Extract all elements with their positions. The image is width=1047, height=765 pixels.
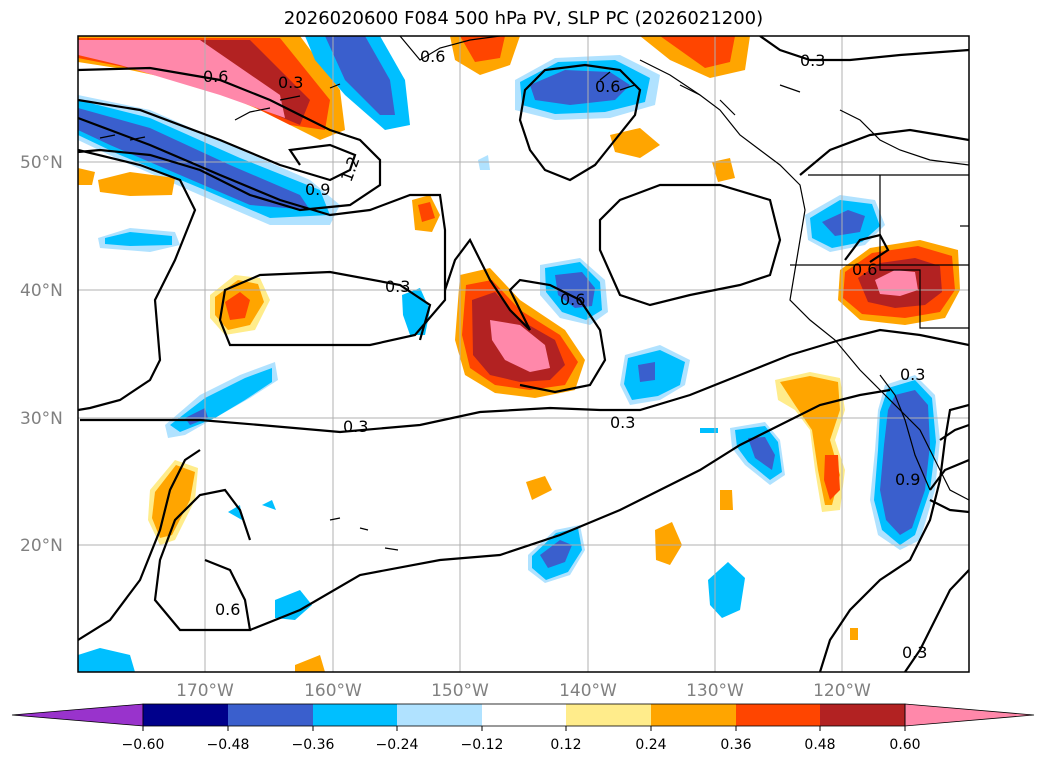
colorbar-tick-label: 0.12: [550, 737, 581, 753]
contour-label: 0.6: [203, 67, 228, 86]
colorbar-segment: [820, 704, 905, 726]
lon-label: 140°W: [559, 681, 617, 701]
colorbar-tick-label: 0.24: [635, 737, 666, 753]
contour-label: 0.6: [595, 77, 620, 96]
contour-label: 0.3: [278, 73, 303, 92]
contour-label: 0.3: [343, 417, 368, 436]
lon-label: 130°W: [686, 681, 744, 701]
colorbar-tick-label: −0.36: [292, 737, 335, 753]
lat-label: 20°N: [20, 536, 63, 556]
colorbar-tick-label: −0.12: [461, 737, 504, 753]
contour-labels: 0.6 0.3 1.2 0.9 0.6 0.6 0.3 0.6 0.3 0.3 …: [203, 47, 927, 662]
colorbar: −0.60 −0.48 −0.36 −0.24 −0.12 0.12 0.24 …: [11, 703, 1035, 753]
contour-label: 0.3: [900, 365, 925, 384]
colorbar-segment: [566, 704, 651, 726]
lat-label: 40°N: [20, 281, 63, 301]
colorbar-tick-label: 0.48: [804, 737, 835, 753]
colorbar-tick-label: 0.36: [720, 737, 751, 753]
colorbar-extend-high: [904, 703, 1035, 727]
colorbar-segment: [482, 704, 566, 726]
colorbar-segment: [397, 704, 482, 726]
pv-fills: [78, 36, 960, 672]
colorbar-tick-label: 0.60: [889, 737, 920, 753]
colorbar-extend-low: [11, 703, 144, 727]
contour-label: 0.9: [895, 470, 920, 489]
slp-contours: [78, 36, 969, 672]
map-frame: [77, 35, 970, 673]
lon-label: 150°W: [431, 681, 489, 701]
map-title: 2026020600 F084 500 hPa PV, SLP PC (2026…: [283, 8, 764, 29]
lat-label: 50°N: [20, 153, 63, 173]
colorbar-tick-label: −0.48: [207, 737, 250, 753]
colorbar-tick-label: −0.24: [376, 737, 419, 753]
lat-label: 30°N: [20, 409, 63, 429]
lon-label: 160°W: [304, 681, 362, 701]
contour-label: 0.3: [800, 51, 825, 70]
lon-label: 170°W: [176, 681, 234, 701]
colorbar-segment: [736, 704, 820, 726]
contour-label: 0.3: [610, 413, 635, 432]
contour-label: 0.6: [215, 600, 240, 619]
lat-labels: 50°N 40°N 30°N 20°N: [20, 153, 63, 556]
colorbar-segment: [313, 704, 397, 726]
coastlines: [99, 36, 969, 551]
colorbar-tick-label: −0.60: [122, 737, 165, 753]
colorbar-segment: [228, 704, 313, 726]
lon-labels: 170°W 160°W 150°W 140°W 130°W 120°W: [176, 681, 871, 701]
colorbar-segment: [651, 704, 736, 726]
contour-label: 0.3: [902, 643, 927, 662]
colorbar-ticks: [142, 726, 906, 731]
contour-label: 0.6: [560, 290, 585, 309]
colorbar-segment: [143, 704, 228, 726]
contour-label: 0.6: [852, 260, 877, 279]
contour-label: 0.9: [305, 180, 330, 199]
contour-label: 0.6: [420, 47, 445, 66]
gridlines: [78, 36, 969, 672]
lon-label: 120°W: [813, 681, 871, 701]
contour-label: 0.3: [385, 277, 410, 296]
